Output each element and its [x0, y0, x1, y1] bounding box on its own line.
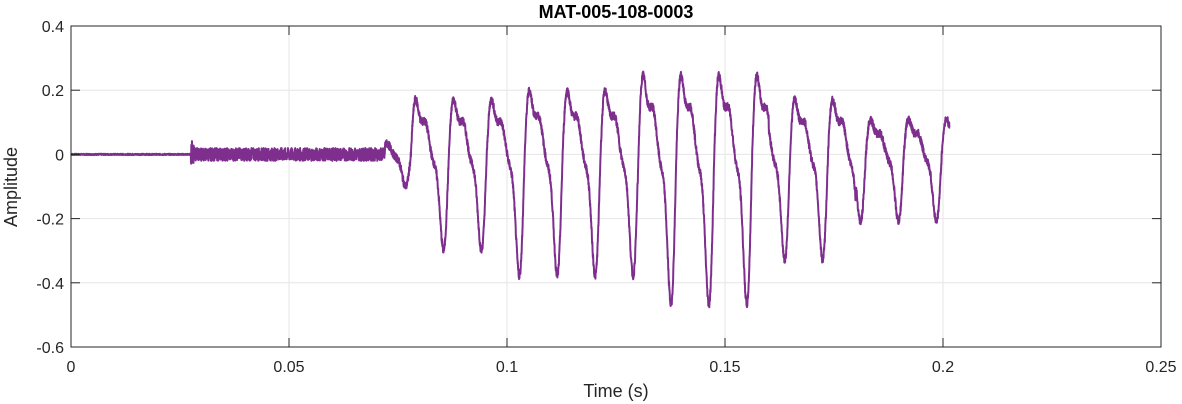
x-axis-label: Time (s): [583, 381, 648, 401]
y-tick-label: 0: [55, 147, 64, 164]
x-tick-label: 0.05: [273, 359, 304, 376]
plot-area: [71, 26, 1161, 347]
y-tick-label: -0.2: [36, 212, 64, 229]
tick-marks: [70, 25, 1162, 348]
x-tick-label: 0.1: [496, 359, 518, 376]
y-tick-label: 0.4: [42, 19, 64, 36]
x-tick-label: 0.15: [709, 359, 740, 376]
y-tick-label: 0.2: [42, 83, 64, 100]
y-tick-label: -0.6: [36, 340, 64, 357]
x-tick-labels: 0 0.05 0.1 0.15 0.2 0.25: [67, 359, 1177, 376]
chart-title: MAT-005-108-0003: [539, 2, 694, 22]
waveform-layer: [70, 70, 951, 309]
y-axis-label: Amplitude: [1, 147, 21, 227]
x-tick-label: 0.2: [932, 359, 954, 376]
y-tick-label: -0.4: [36, 276, 64, 293]
x-tick-label: 0: [67, 359, 76, 376]
x-tick-label: 0.25: [1145, 359, 1176, 376]
plot-border: [70, 25, 1162, 348]
y-tick-labels: -0.6 -0.4 -0.2 0 0.2 0.4: [36, 19, 64, 357]
waveform-line: [70, 70, 951, 309]
